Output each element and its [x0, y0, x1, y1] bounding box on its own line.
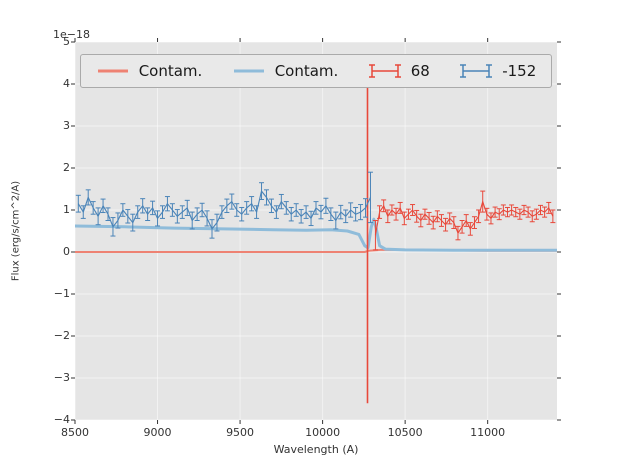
- legend-label: Contam.: [274, 62, 339, 80]
- y-tick-label: −4: [53, 413, 70, 426]
- series-68: [372, 190, 556, 251]
- y-tick-label: 5: [63, 35, 70, 48]
- plot-canvas: [75, 42, 557, 420]
- line-swatch-icon: [233, 69, 264, 73]
- plot-area: Contam. Contam. 68 -152: [75, 42, 557, 420]
- y-tick-label: 0: [63, 245, 70, 258]
- y-tick-label: 4: [63, 77, 70, 90]
- y-tick-label: −1: [53, 287, 70, 300]
- legend-label: -152: [502, 62, 537, 80]
- y-tick-label: 1: [63, 203, 70, 216]
- errorbar-swatch-icon: [368, 64, 401, 78]
- y-axis-label: Flux (erg/s/cm^2/A): [10, 180, 22, 282]
- legend-item: Contam.: [232, 62, 339, 80]
- legend-label: Contam.: [138, 62, 203, 80]
- x-tick-label: 9000: [143, 426, 172, 439]
- x-tick-label: 10000: [305, 426, 341, 439]
- legend-item: 68: [368, 62, 430, 80]
- legend: Contam. Contam. 68 -152: [80, 54, 552, 88]
- x-tick-label: 10500: [387, 426, 423, 439]
- y-tick-label: −3: [53, 371, 70, 384]
- y-tick-label: −2: [53, 329, 70, 342]
- x-tick-label: 9500: [226, 426, 255, 439]
- contam-blue-line: [75, 217, 557, 252]
- legend-item: Contam.: [96, 62, 203, 80]
- x-tick-label: 11000: [470, 426, 506, 439]
- errorbar-swatch-icon: [460, 64, 493, 78]
- legend-item: -152: [459, 62, 536, 80]
- line-swatch-icon: [97, 69, 128, 73]
- legend-label: 68: [410, 62, 430, 80]
- y-tick-label: 2: [63, 161, 70, 174]
- y-tick-label: 3: [63, 119, 70, 132]
- x-tick-label: 8500: [61, 426, 89, 439]
- x-axis-label: Wavelength (A): [273, 443, 359, 456]
- series--152: [75, 171, 373, 239]
- y-axis-offset-label: 1e−18: [53, 28, 90, 41]
